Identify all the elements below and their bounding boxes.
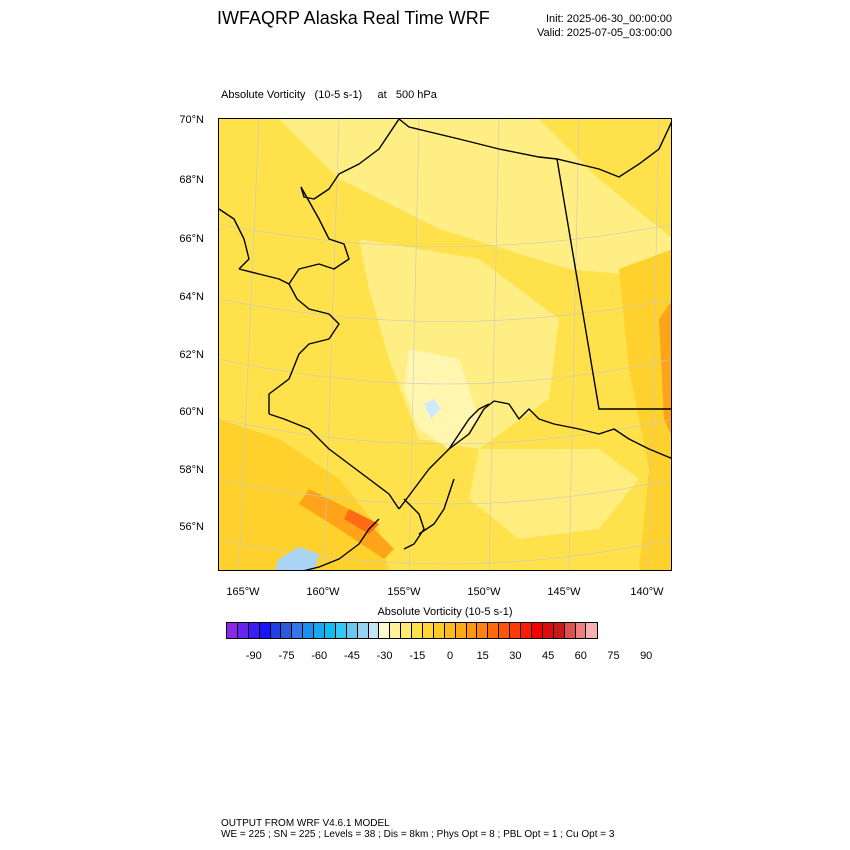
legend-label: 75 [607,650,620,662]
legend-color-box [379,623,391,638]
lat-label-56: 56°N [179,521,204,533]
legend-color-box [510,623,522,638]
legend-label: -75 [278,650,295,662]
legend-label: 60 [574,650,587,662]
legend-color-box [346,623,358,638]
legend-color-box [575,623,587,638]
orange-streak-east [659,301,671,435]
legend-color-box [357,623,369,638]
legend-label: -45 [343,650,360,662]
graticule [219,119,671,570]
legend-color-box [542,623,554,638]
lat-label-58: 58°N [179,464,204,476]
legend-color-box [292,623,304,638]
legend-color-box [335,623,347,638]
footer-model: OUTPUT FROM WRF V4.6.1 MODEL [221,818,390,829]
legend-color-box [259,623,271,638]
lon-label-145: 145°W [547,586,581,598]
lat-label-68: 68°N [179,174,204,186]
legend-color-box [477,623,489,638]
legend-color-box [553,623,565,638]
legend-colorbar [226,622,599,639]
legend-label: 30 [509,650,522,662]
legend-label: 0 [446,650,454,662]
lon-label-140: 140°W [630,586,664,598]
legend-color-box [248,623,260,638]
legend-color-box [564,623,576,638]
map-canvas [219,119,671,570]
legend-color-box [531,623,543,638]
legend-color-box [488,623,500,638]
legend-color-box [368,623,380,638]
legend-color-box [423,623,434,638]
legend-color-box [433,623,445,638]
run-info: Init: 2025-06-30_00:00:00 Valid: 2025-07… [537,12,672,40]
lon-label-150: 150°W [467,586,501,598]
legend-label: 45 [541,650,555,662]
lat-label-66: 66°N [179,233,204,245]
legend-color-box [325,623,336,638]
light-band-north [279,119,671,279]
legend-color-box [314,623,326,638]
legend-color-box [270,623,282,638]
legend-color-box [390,623,402,638]
legend-label: 90 [640,650,653,662]
us-canada-border [556,158,671,410]
ice-patch [424,399,441,419]
legend-color-box [237,623,249,638]
legend-color-box [227,623,238,638]
init-time: Init: 2025-06-30_00:00:00 [546,13,672,25]
legend-color-box [412,623,424,638]
valid-time: Valid: 2025-07-05_03:00:00 [537,27,672,39]
light-band-east [469,449,639,539]
footer-config: WE = 225 ; SN = 225 ; Levels = 38 ; Dis … [221,829,615,840]
legend-color-box [466,623,478,638]
legend-color-box [455,623,467,638]
legend-color-box [303,623,315,638]
legend-color-box [521,623,532,638]
legend-label: 15 [476,650,489,662]
lon-label-165: 165°W [226,586,260,598]
legend-color-box [586,623,598,638]
coastline [219,119,671,570]
footer: OUTPUT FROM WRF V4.6.1 MODEL WE = 225 ; … [221,818,614,840]
legend-label: -60 [311,650,328,662]
legend-color-box [444,623,456,638]
legend-label: -90 [245,650,262,662]
orange-streak-1 [299,489,394,559]
legend-color-box [281,623,293,638]
water-patch-sw [274,547,319,570]
pale-core [404,349,479,449]
arctic-coast [398,119,671,178]
lon-label-155: 155°W [387,586,421,598]
legend-title: Absolute Vorticity (10-5 s-1) [377,606,513,618]
lat-label-60: 60°N [179,406,204,418]
lat-label-64: 64°N [179,291,204,303]
lon-label-160: 160°W [306,586,340,598]
plot-title: IWFAQRP Alaska Real Time WRF [217,8,490,28]
map-panel [218,118,672,571]
legend-color-box [499,623,511,638]
legend-label: -15 [409,650,426,662]
lat-label-70: 70°N [179,114,204,126]
lat-label-62: 62°N [179,349,204,361]
field-subtitle: Absolute Vorticity (10-5 s-1) at 500 hPa [221,89,437,101]
gold-band-east [619,249,671,570]
legend-color-box [401,623,413,638]
legend-label: -30 [376,650,393,662]
